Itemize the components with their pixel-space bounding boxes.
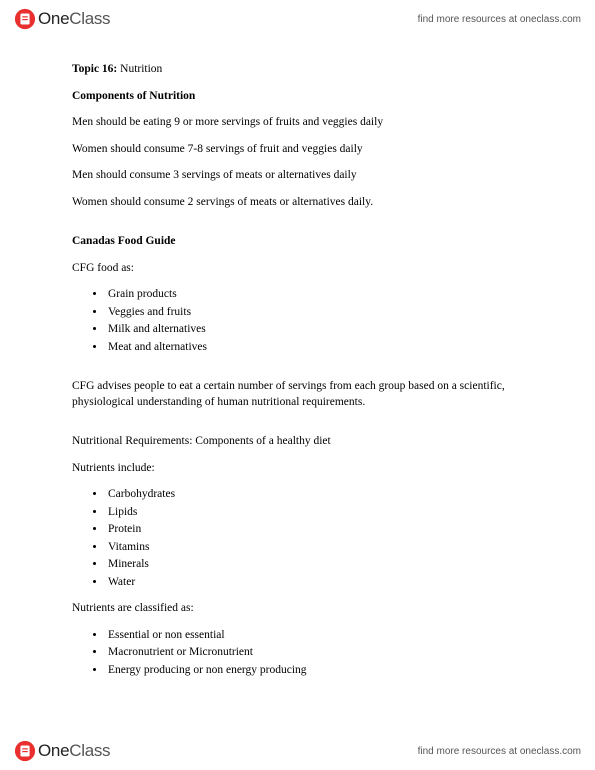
components-heading: Components of Nutrition xyxy=(72,89,523,105)
logo-text: OneClass xyxy=(38,741,110,761)
header-link[interactable]: find more resources at oneclass.com xyxy=(418,14,581,25)
footer-link[interactable]: find more resources at oneclass.com xyxy=(418,746,581,757)
list-item: Protein xyxy=(106,522,523,538)
cfg-paragraph: CFG advises people to eat a certain numb… xyxy=(72,379,523,410)
footer-logo[interactable]: OneClass xyxy=(14,740,110,762)
logo-text-class: Class xyxy=(69,9,110,28)
page-header: OneClass find more resources at oneclass… xyxy=(0,0,595,36)
list-item: Vitamins xyxy=(106,540,523,556)
logo-text-one: One xyxy=(38,741,69,760)
nutrients-intro: Nutrients include: xyxy=(72,461,523,477)
logo-icon xyxy=(14,8,36,30)
para-women-fruits: Women should consume 7-8 servings of fru… xyxy=(72,142,523,158)
logo-text: OneClass xyxy=(38,9,110,29)
list-item: Minerals xyxy=(106,557,523,573)
topic-label: Topic 16: xyxy=(72,63,117,75)
page-footer: OneClass find more resources at oneclass… xyxy=(0,734,595,770)
list-item: Macronutrient or Micronutrient xyxy=(106,645,523,661)
list-item: Grain products xyxy=(106,287,523,303)
logo-icon xyxy=(14,740,36,762)
classified-list: Essential or non essential Macronutrient… xyxy=(106,628,523,679)
cfg-heading: Canadas Food Guide xyxy=(72,234,523,250)
para-men-fruits: Men should be eating 9 or more servings … xyxy=(72,115,523,131)
nutrients-list: Carbohydrates Lipids Protein Vitamins Mi… xyxy=(106,487,523,590)
cfg-intro: CFG food as: xyxy=(72,261,523,277)
para-men-meats: Men should consume 3 servings of meats o… xyxy=(72,168,523,184)
list-item: Veggies and fruits xyxy=(106,305,523,321)
list-item: Energy producing or non energy producing xyxy=(106,663,523,679)
list-item: Lipids xyxy=(106,505,523,521)
topic-line: Topic 16: Nutrition xyxy=(72,62,523,78)
para-women-meats: Women should consume 2 servings of meats… xyxy=(72,195,523,211)
list-item: Meat and alternatives xyxy=(106,340,523,356)
list-item: Milk and alternatives xyxy=(106,322,523,338)
nutreq-heading: Nutritional Requirements: Components of … xyxy=(72,434,523,450)
logo[interactable]: OneClass xyxy=(14,8,110,30)
document-body: Topic 16: Nutrition Components of Nutrit… xyxy=(0,36,595,699)
logo-text-class: Class xyxy=(69,741,110,760)
cfg-list: Grain products Veggies and fruits Milk a… xyxy=(106,287,523,355)
list-item: Water xyxy=(106,575,523,591)
classified-intro: Nutrients are classified as: xyxy=(72,601,523,617)
topic-value: Nutrition xyxy=(120,63,162,75)
list-item: Carbohydrates xyxy=(106,487,523,503)
logo-text-one: One xyxy=(38,9,69,28)
list-item: Essential or non essential xyxy=(106,628,523,644)
